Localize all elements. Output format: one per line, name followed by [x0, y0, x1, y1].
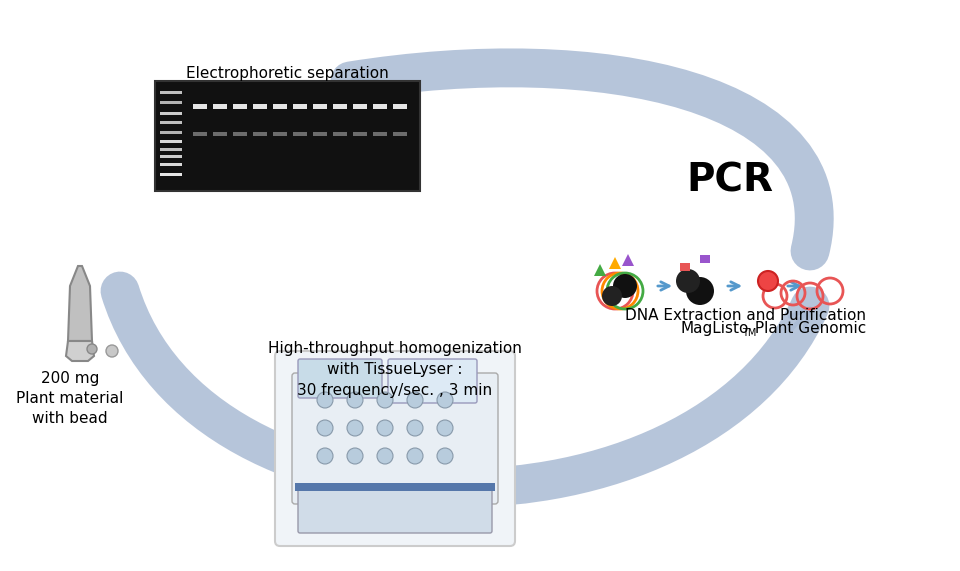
Polygon shape [700, 255, 710, 263]
Bar [155, 81, 420, 191]
Circle shape [407, 420, 423, 436]
Bar [393, 132, 407, 136]
Text: PCR: PCR [686, 162, 774, 200]
Polygon shape [594, 264, 606, 276]
Circle shape [317, 448, 333, 464]
FancyBboxPatch shape [298, 484, 492, 533]
Circle shape [317, 392, 333, 408]
Bar [373, 104, 387, 109]
Text: TM: TM [742, 328, 756, 338]
Polygon shape [66, 341, 94, 361]
Bar [293, 132, 307, 136]
Text: Plant Genomic: Plant Genomic [750, 321, 866, 336]
Bar [160, 148, 182, 151]
Circle shape [437, 392, 453, 408]
Circle shape [602, 286, 622, 306]
Bar [333, 132, 347, 136]
Circle shape [87, 344, 97, 354]
Circle shape [377, 420, 393, 436]
Circle shape [407, 448, 423, 464]
Bar [160, 101, 182, 104]
Bar [193, 132, 207, 136]
Bar [353, 104, 367, 109]
Polygon shape [680, 263, 690, 271]
Bar [213, 104, 227, 109]
Circle shape [407, 392, 423, 408]
Circle shape [686, 277, 714, 305]
Bar [393, 104, 407, 109]
Bar [333, 104, 347, 109]
FancyBboxPatch shape [388, 359, 477, 403]
Bar [353, 132, 367, 136]
Circle shape [317, 420, 333, 436]
Bar [253, 132, 267, 136]
Circle shape [347, 392, 363, 408]
Text: MagListo: MagListo [680, 321, 749, 336]
Bar [213, 132, 227, 136]
Circle shape [613, 274, 637, 298]
Bar [160, 112, 182, 115]
Circle shape [347, 420, 363, 436]
FancyBboxPatch shape [298, 359, 382, 398]
Bar [160, 131, 182, 134]
Bar [160, 173, 182, 176]
Bar [160, 91, 182, 94]
Bar [295, 483, 495, 491]
Circle shape [437, 420, 453, 436]
Bar [373, 132, 387, 136]
Polygon shape [609, 257, 621, 269]
Polygon shape [68, 266, 92, 341]
Bar [313, 104, 327, 109]
Circle shape [437, 448, 453, 464]
Text: DNA Extraction and Purification: DNA Extraction and Purification [625, 308, 866, 323]
Text: 200 mg
Plant material
with bead: 200 mg Plant material with bead [16, 371, 124, 425]
FancyBboxPatch shape [275, 351, 515, 546]
Bar [273, 132, 287, 136]
Bar [193, 104, 207, 109]
Text: Electrophoretic separation: Electrophoretic separation [185, 66, 389, 81]
Bar [253, 104, 267, 109]
Bar [160, 155, 182, 158]
Circle shape [347, 448, 363, 464]
Circle shape [676, 269, 700, 293]
Bar [233, 132, 247, 136]
Polygon shape [622, 254, 634, 266]
Bar [313, 132, 327, 136]
Bar [273, 104, 287, 109]
Circle shape [758, 271, 778, 291]
Bar [233, 104, 247, 109]
Bar [160, 140, 182, 143]
Bar [293, 104, 307, 109]
Bar [160, 121, 182, 124]
Circle shape [377, 448, 393, 464]
FancyBboxPatch shape [292, 373, 498, 504]
Bar [160, 163, 182, 166]
Circle shape [106, 345, 118, 357]
Circle shape [377, 392, 393, 408]
Text: High-throughput homogenization
with TissueLyser :
30 frequency/sec. , 3 min: High-throughput homogenization with Tiss… [268, 341, 522, 398]
